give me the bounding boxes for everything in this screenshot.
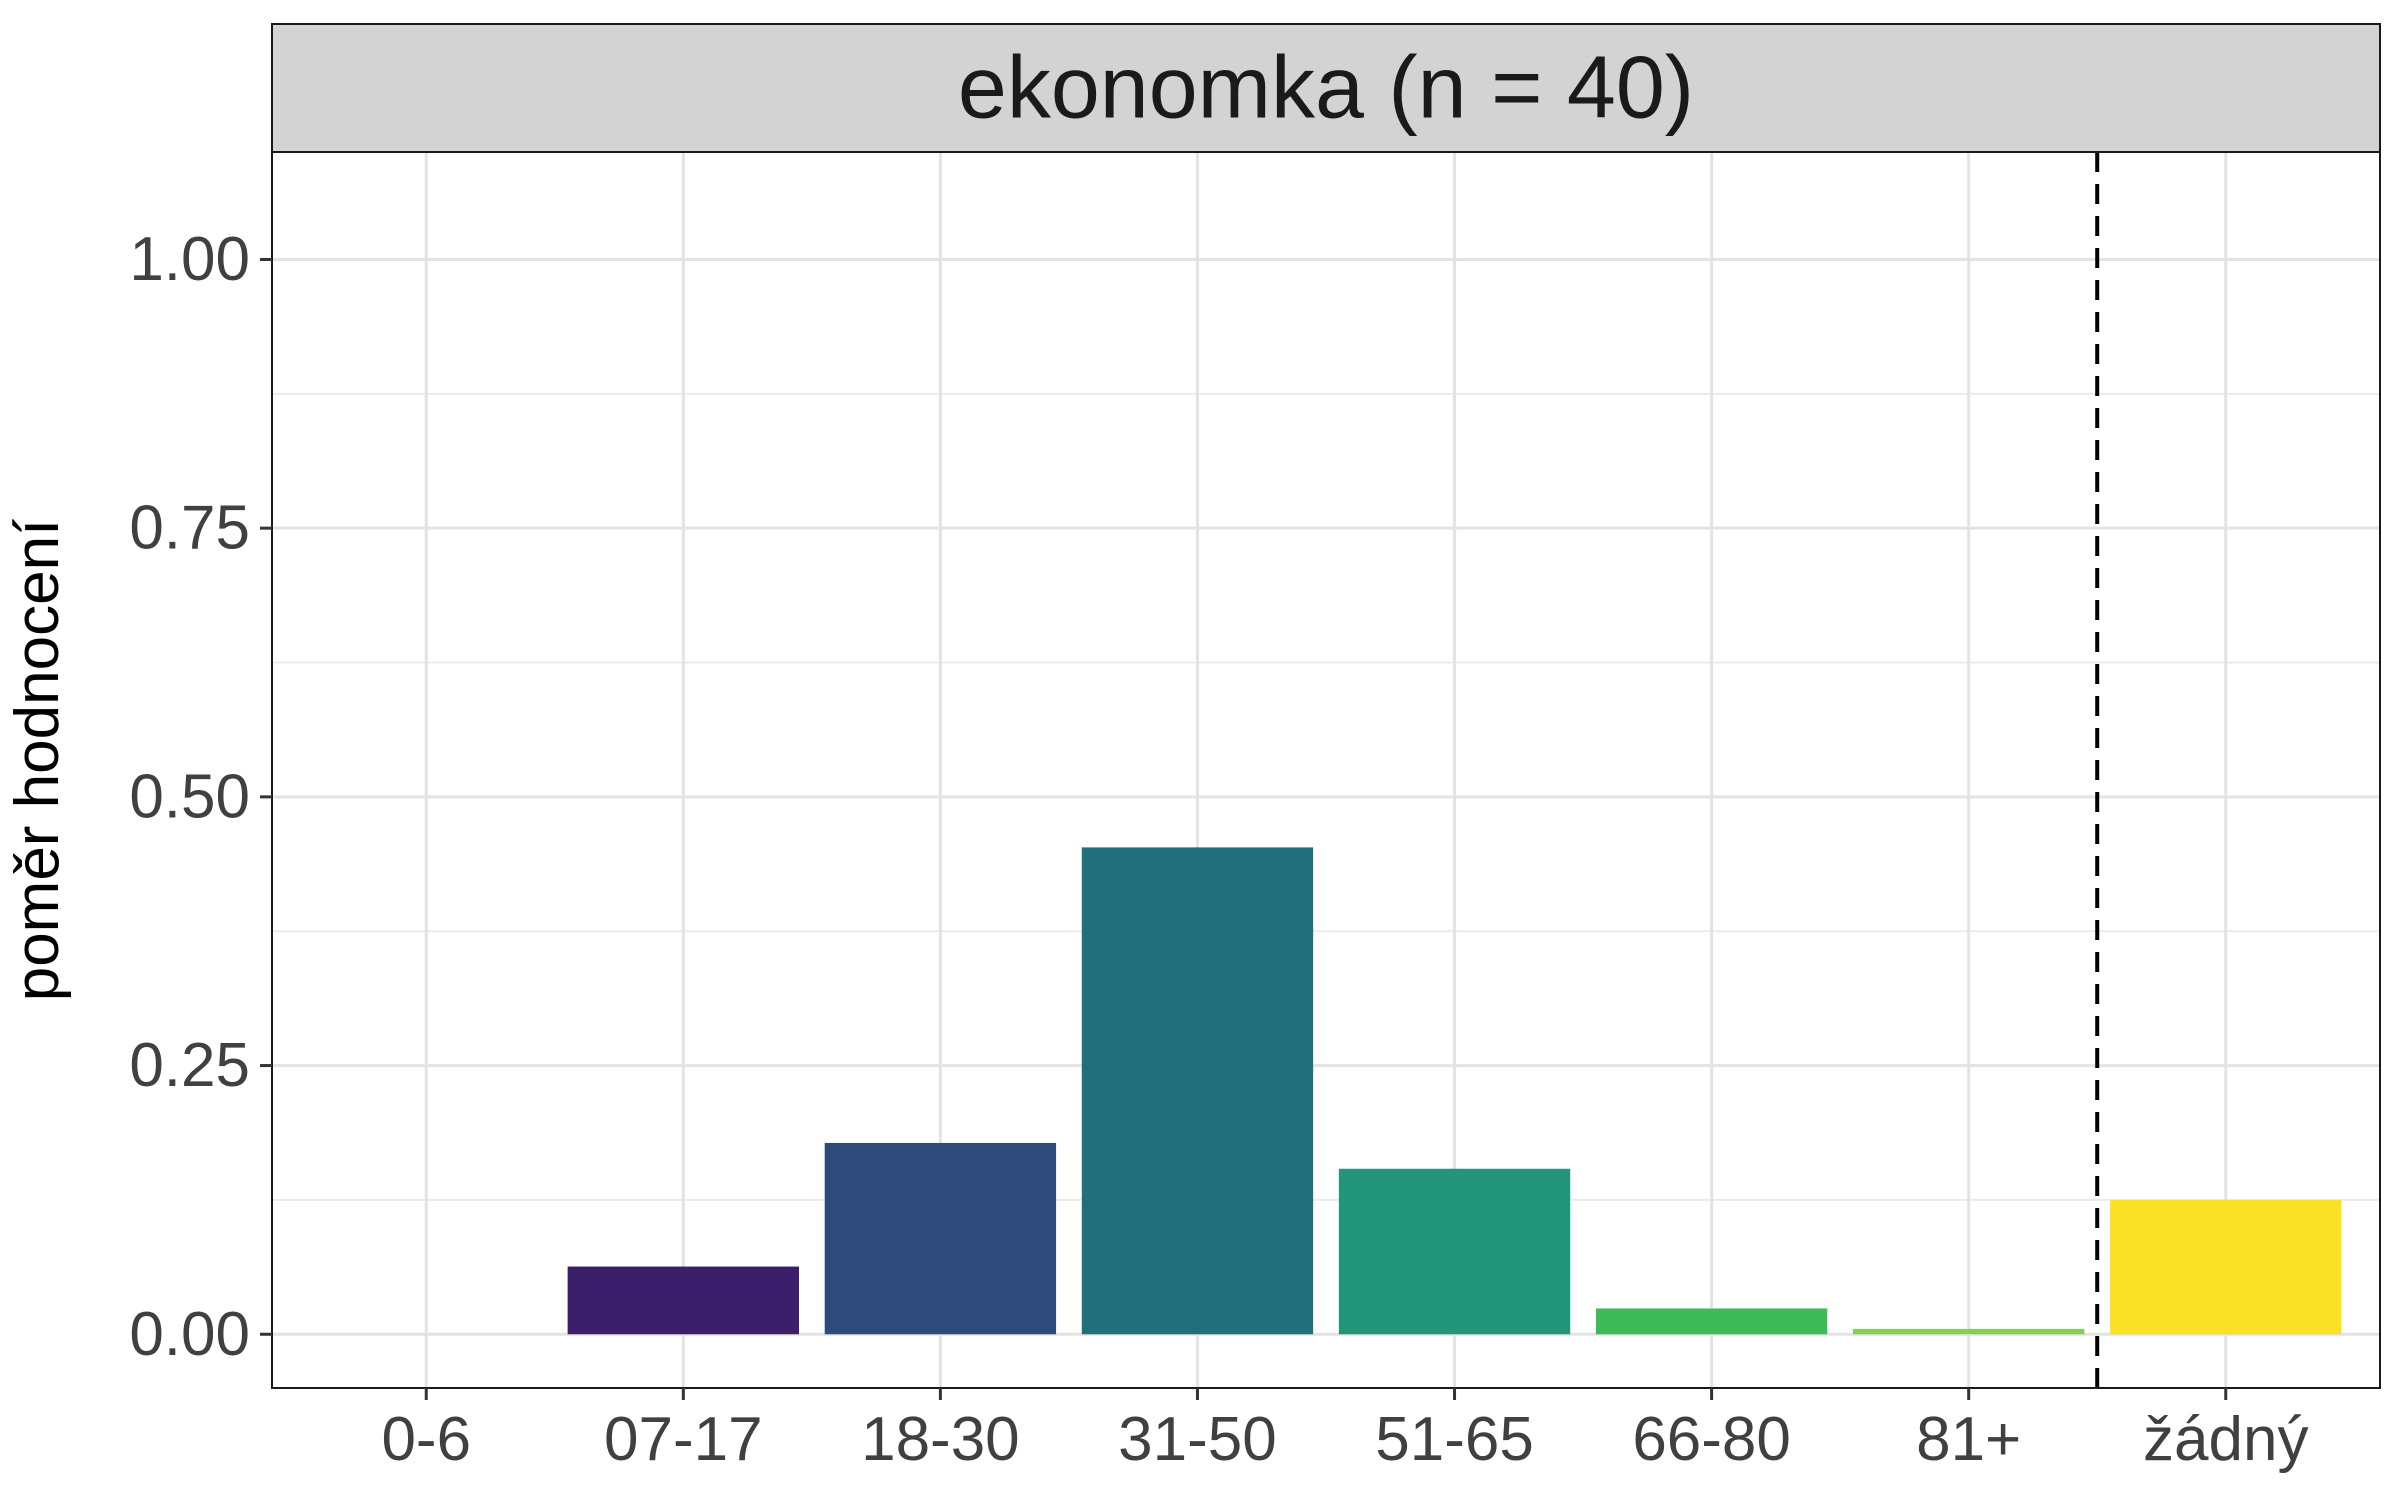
y-tick-label: 0.50 bbox=[129, 762, 250, 831]
x-tick-label: 18-30 bbox=[861, 1405, 1020, 1474]
x-tick-label: 51-65 bbox=[1375, 1405, 1534, 1474]
bars bbox=[567, 847, 2342, 1335]
grid-lines bbox=[272, 152, 2380, 1388]
bar-31-50 bbox=[1081, 847, 1314, 1335]
bar-81+ bbox=[1853, 1328, 2085, 1335]
bar-07-17 bbox=[567, 1266, 799, 1335]
y-axis-title: poměr hodnocení bbox=[3, 519, 72, 1002]
x-tick-label: 0-6 bbox=[381, 1405, 471, 1474]
plot-panel bbox=[272, 152, 2380, 1388]
facet-title: ekonomka (n = 40) bbox=[958, 37, 1694, 136]
y-tick-label: 0.75 bbox=[129, 494, 250, 563]
x-axis: 0-6 07-17 18-30 31-50 51-65 66-80 81+ žádný bbox=[381, 1388, 2308, 1474]
x-tick-label: 07-17 bbox=[604, 1405, 763, 1474]
bar-51-65 bbox=[1338, 1168, 1571, 1335]
y-tick-label: 0.25 bbox=[129, 1031, 250, 1100]
x-tick-label: žádný bbox=[2143, 1405, 2308, 1474]
bar-žádný bbox=[2110, 1199, 2342, 1335]
x-tick-label: 66-80 bbox=[1632, 1405, 1791, 1474]
facet-strip bbox=[271, 23, 2381, 153]
x-tick-label: 31-50 bbox=[1118, 1405, 1277, 1474]
y-tick-label: 1.00 bbox=[129, 225, 250, 294]
bar-66-80 bbox=[1595, 1308, 1828, 1335]
plot-border bbox=[271, 151, 2381, 1389]
x-tick-label: 81+ bbox=[1916, 1405, 2021, 1474]
y-axis: 0.00 0.25 0.50 0.75 1.00 bbox=[129, 225, 272, 1369]
bar-18-30 bbox=[824, 1142, 1057, 1335]
y-tick-label: 0.00 bbox=[129, 1300, 250, 1369]
